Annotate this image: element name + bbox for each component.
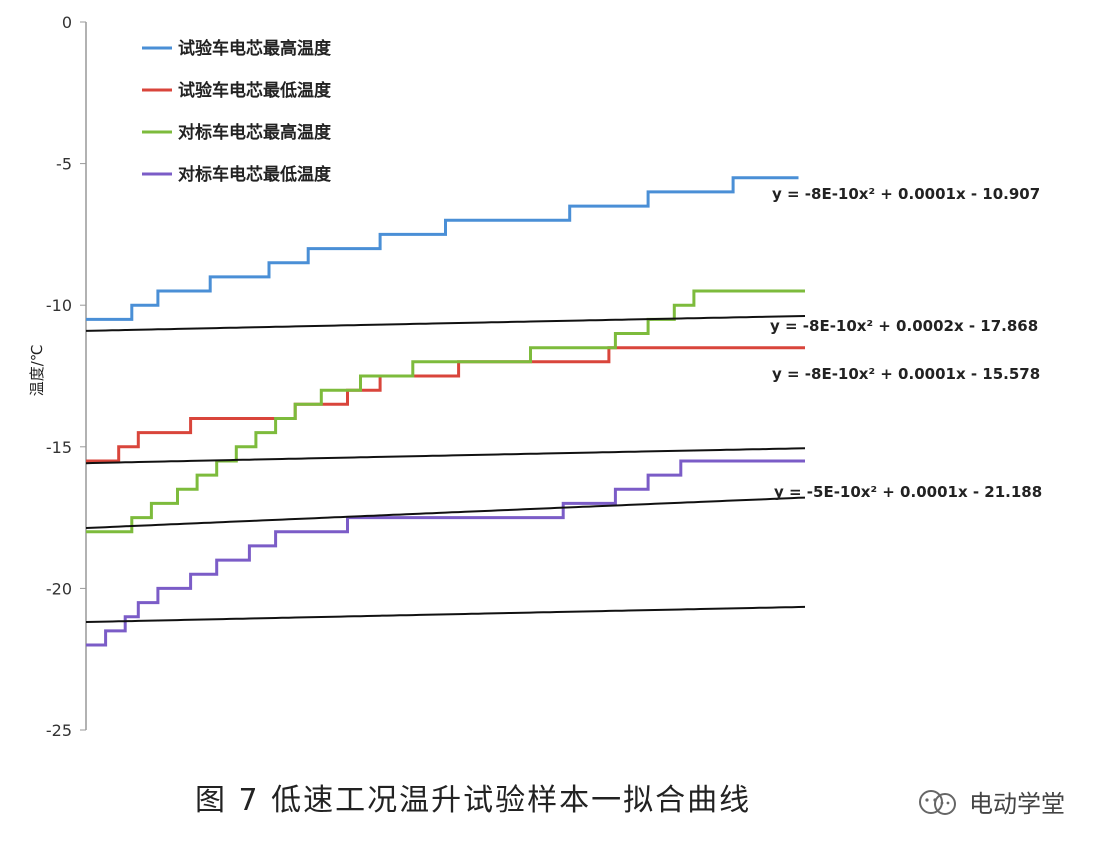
legend-label-2: 试验车电芯最低温度 [178, 80, 332, 101]
trendline-equation-2: y = -8E-10x² + 0.0002x - 17.868 [770, 317, 1038, 335]
watermark-text: 电动学堂 [969, 790, 1065, 818]
trendline-3 [85, 447, 806, 465]
trendline-2 [85, 496, 806, 529]
wechat-logo-icon [919, 789, 956, 815]
legend-label-1: 试验车电芯最高温度 [178, 38, 332, 59]
trendline-equation-1: y = -8E-10x² + 0.0001x - 10.907 [772, 185, 1040, 203]
trendline-equation-3: y = -8E-10x² + 0.0001x - 15.578 [772, 365, 1040, 383]
y-tick-label: -20 [46, 579, 72, 598]
figure-caption: 图 7 低速工况温升试验样本一拟合曲线 [195, 783, 752, 818]
trendline-4 [85, 605, 806, 623]
y-tick-label: -25 [46, 721, 72, 740]
series-line-2 [86, 346, 805, 463]
legend-label-3: 对标车电芯最高温度 [178, 122, 332, 143]
series-line-4 [86, 459, 805, 647]
trendline-equation-4: y = -5E-10x² + 0.0001x - 21.188 [774, 483, 1042, 501]
y-tick-label: 0 [62, 13, 72, 32]
series-line-1 [86, 176, 799, 321]
series-line-3 [86, 289, 805, 534]
legend-label-4: 对标车电芯最低温度 [178, 164, 332, 185]
y-tick-label: -5 [56, 155, 72, 174]
y-tick-label: -15 [46, 438, 72, 457]
y-axis-title: 温度/℃ [28, 344, 46, 396]
watermark: 电动学堂 [915, 784, 1065, 819]
y-tick-label: -10 [46, 296, 72, 315]
trendline-1 [85, 315, 806, 332]
